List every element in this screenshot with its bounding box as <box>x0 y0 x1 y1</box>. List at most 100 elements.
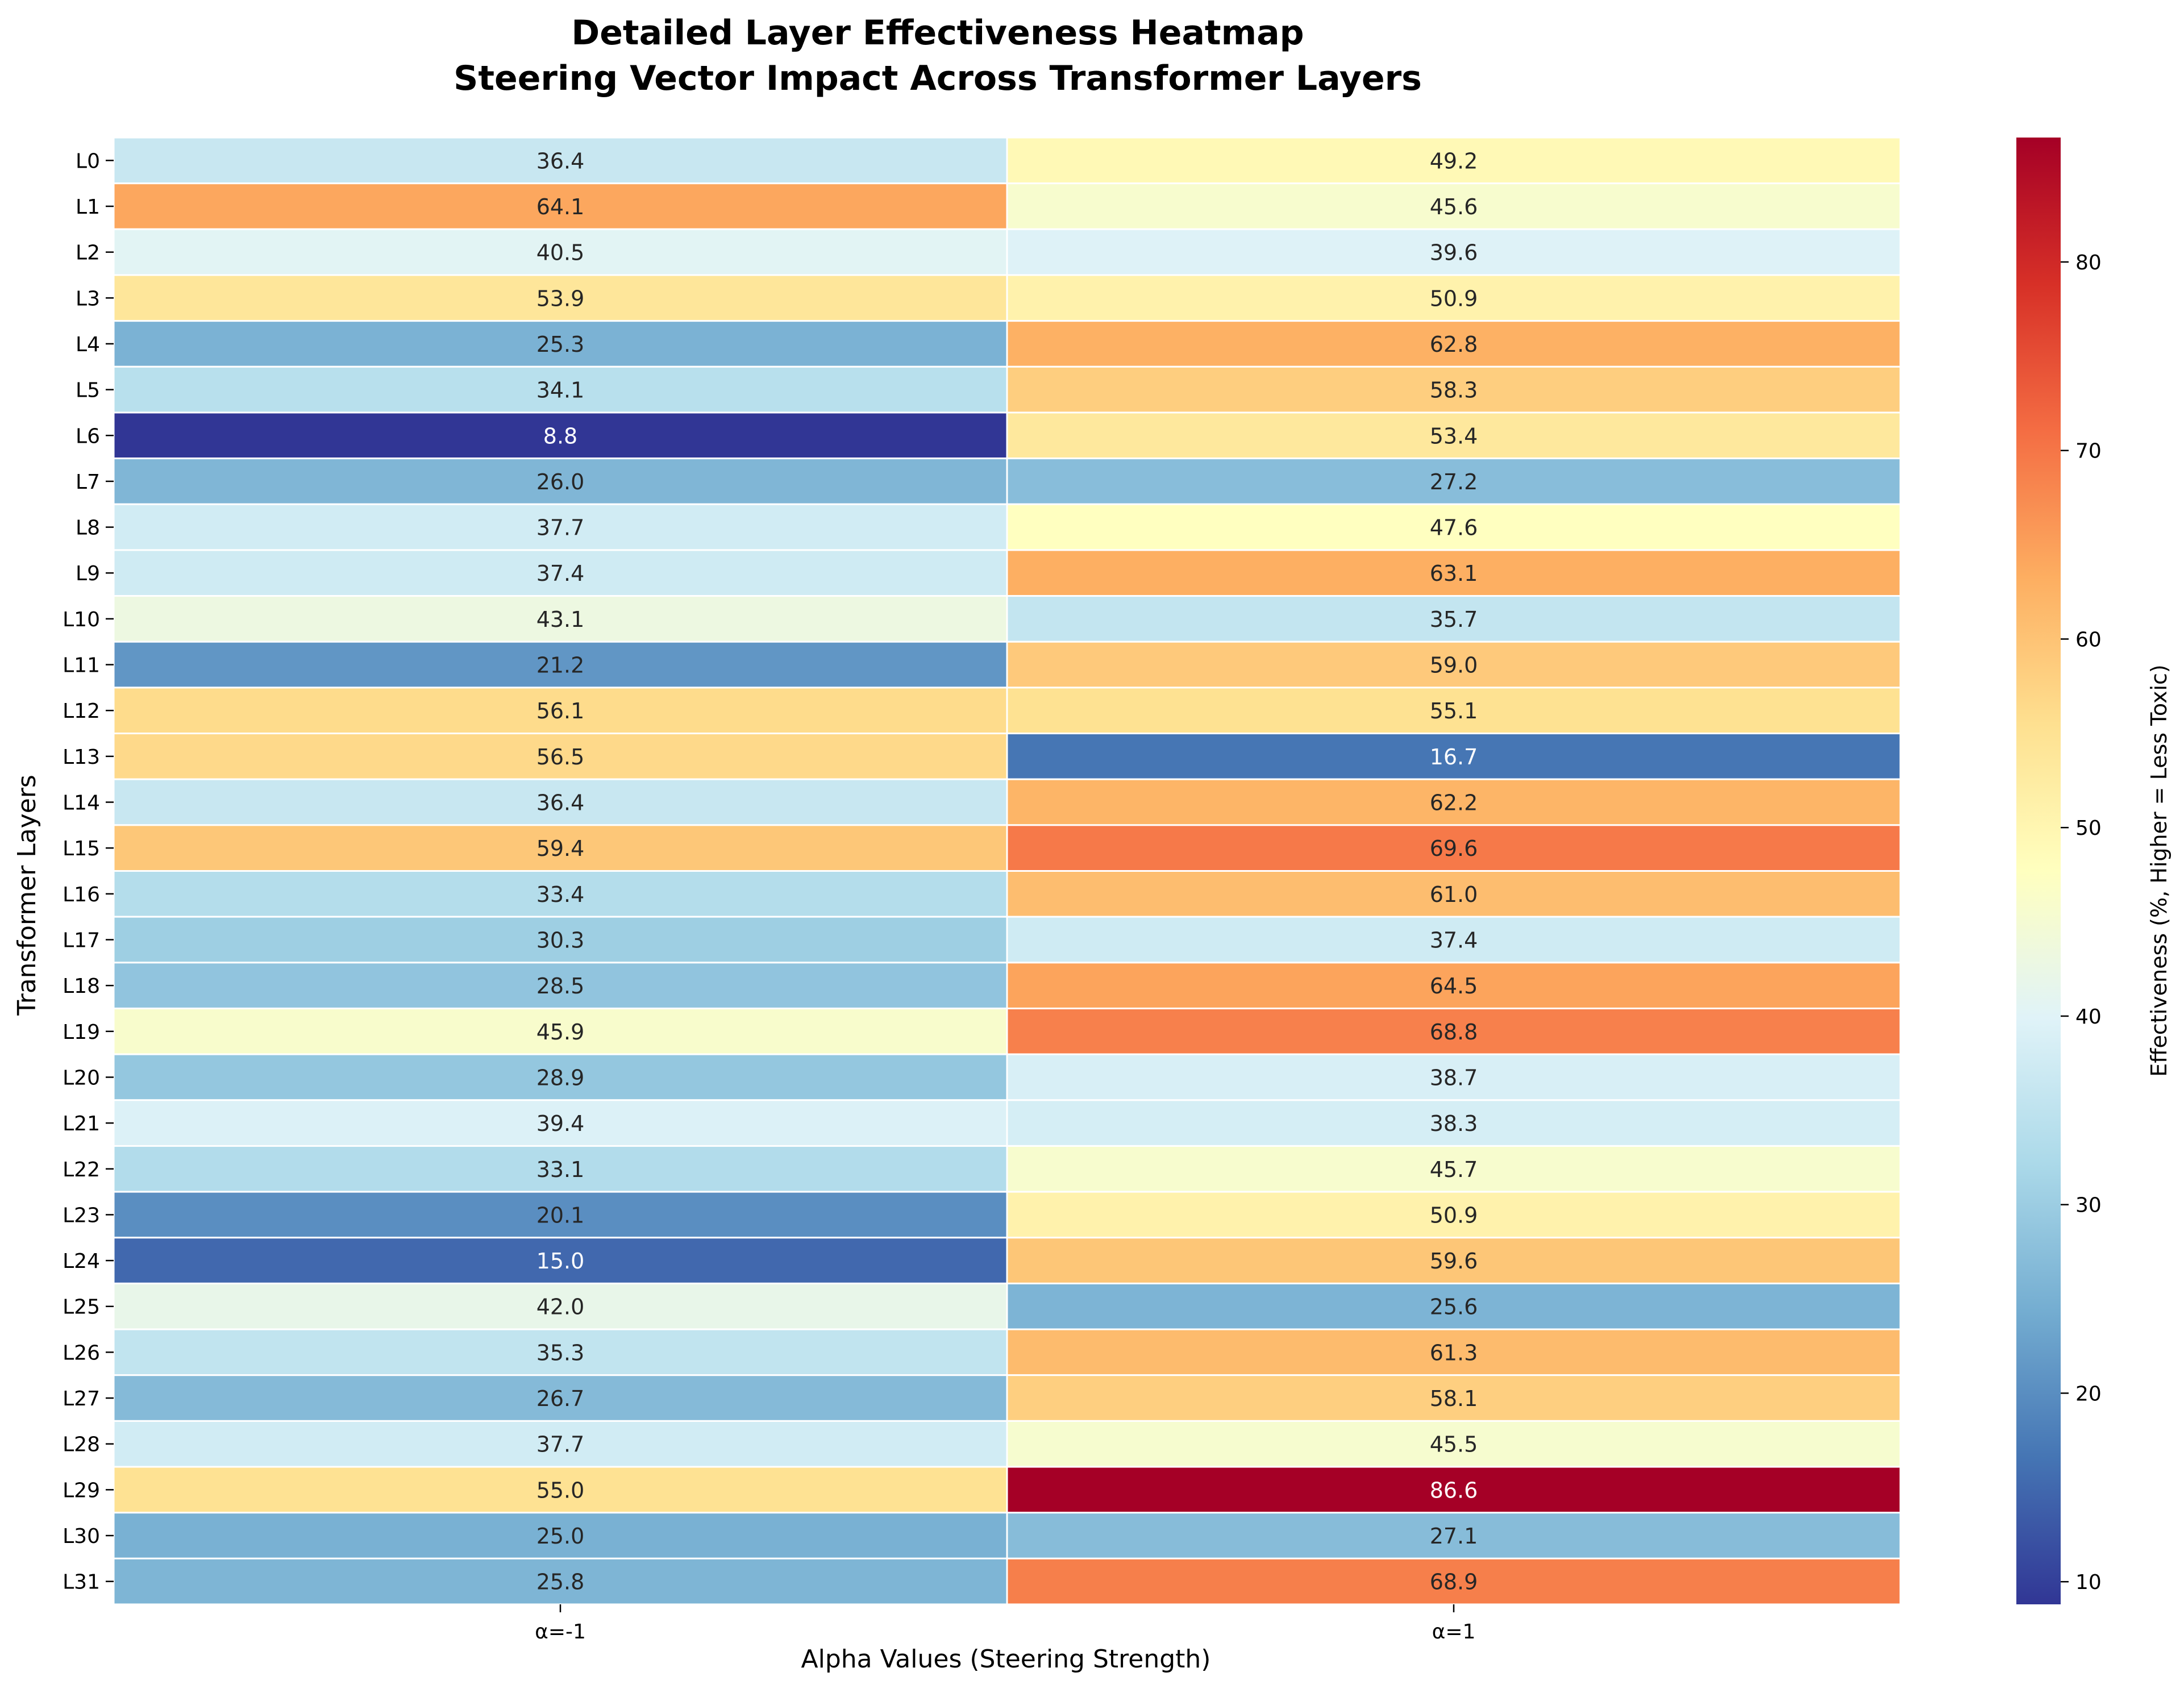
heatmap-cell <box>1006 962 1902 1009</box>
colorbar-tick-label: 20 <box>2075 1382 2102 1405</box>
y-tick-label: L25 <box>63 1296 100 1319</box>
y-tick-label: L13 <box>63 746 100 769</box>
cell-value-label: 45.6 <box>1430 194 1478 219</box>
x-axis-ticks: α=-1 α=1 <box>535 1604 1475 1644</box>
heatmap-cell <box>1006 1557 1902 1605</box>
cell-value-label: 61.0 <box>1430 882 1478 907</box>
y-tick-label: L19 <box>63 1021 100 1044</box>
colorbar-ticks: 10 20 30 40 50 60 70 80 <box>2061 251 2102 1594</box>
cell-value-label: 49.2 <box>1430 148 1478 173</box>
heatmap-cell <box>113 778 1008 826</box>
heatmap-cell <box>1006 1328 1902 1376</box>
cell-value-label: 21.2 <box>536 653 585 678</box>
heatmap-cell <box>1006 549 1902 597</box>
heatmap-cell <box>113 640 1008 689</box>
y-tick-label: L16 <box>63 883 100 906</box>
heatmap-cell <box>1006 916 1902 964</box>
heatmap-cell <box>113 1099 1008 1147</box>
y-tick-label: L15 <box>63 837 100 860</box>
colorbar-tick-label: 50 <box>2075 817 2102 840</box>
y-tick-label: L28 <box>63 1433 100 1457</box>
y-tick-label: L0 <box>76 149 100 173</box>
cell-value-label: 40.5 <box>536 240 585 265</box>
cell-value-label: 50.9 <box>1430 286 1478 311</box>
cell-value-label: 58.1 <box>1430 1386 1478 1411</box>
cell-value-label: 47.6 <box>1430 515 1478 540</box>
cell-value-label: 35.7 <box>1430 607 1478 632</box>
cell-value-label: 64.1 <box>536 194 585 219</box>
colorbar-tick-label: 30 <box>2075 1194 2102 1217</box>
colorbar-label: Effectiveness (%, Higher = Less Toxic) <box>2146 664 2171 1077</box>
cell-value-label: 45.9 <box>536 1020 585 1045</box>
heatmap-cell <box>1006 411 1902 460</box>
y-tick-label: L24 <box>63 1250 100 1273</box>
heatmap-cell <box>1006 182 1902 230</box>
heatmap-cell <box>1006 595 1902 643</box>
cell-value-label: 45.5 <box>1430 1432 1478 1457</box>
heatmap-cell <box>113 136 1008 185</box>
y-tick-label: L1 <box>76 195 100 219</box>
heatmap-cell <box>113 228 1008 276</box>
heatmap-cell <box>113 1053 1008 1101</box>
colorbar-tick-label: 10 <box>2075 1571 2102 1594</box>
y-tick-label: L11 <box>63 654 100 677</box>
cell-value-label: 33.4 <box>536 882 585 907</box>
heatmap-cell <box>1006 687 1902 735</box>
heatmap-cell <box>113 1420 1008 1468</box>
heatmap-cell <box>1006 1191 1902 1239</box>
heatmap-cell <box>113 182 1008 230</box>
y-tick-label: L2 <box>76 242 100 265</box>
y-tick-label: L3 <box>76 287 100 310</box>
y-tick-label: L20 <box>63 1066 100 1089</box>
cell-value-label: 34.1 <box>536 378 585 403</box>
heatmap-cell-labels: 36.4 64.1 40.5 53.9 25.3 34.1 8.8 26.0 37.7 37.4 4… <box>536 148 1478 1594</box>
cell-value-label: 62.8 <box>1430 332 1478 357</box>
y-tick-label: L26 <box>63 1341 100 1365</box>
heatmap-cell <box>1006 1282 1902 1330</box>
cell-value-label: 55.1 <box>1430 698 1478 723</box>
y-tick-label: L14 <box>63 792 100 815</box>
heatmap-cell <box>113 1466 1008 1514</box>
heatmap-cell <box>1006 1007 1902 1055</box>
heatmap-cells <box>113 136 1902 1605</box>
cell-value-label: 53.4 <box>1430 423 1478 448</box>
cell-value-label: 59.0 <box>1430 653 1478 678</box>
heatmap-cell <box>1006 824 1902 872</box>
heatmap-cell <box>1006 1145 1902 1193</box>
heatmap-cell <box>1006 365 1902 414</box>
cell-value-label: 43.1 <box>536 607 585 632</box>
cell-value-label: 86.6 <box>1430 1478 1478 1503</box>
cell-value-label: 16.7 <box>1430 744 1478 769</box>
y-tick-label: L10 <box>63 608 100 631</box>
cell-value-label: 39.6 <box>1430 240 1478 265</box>
heatmap-cell <box>1006 870 1902 918</box>
heatmap-cell <box>1006 1374 1902 1422</box>
cell-value-label: 59.6 <box>1430 1249 1478 1274</box>
cell-value-label: 37.4 <box>1430 927 1478 952</box>
y-tick-label: L27 <box>63 1387 100 1411</box>
heatmap-cell <box>113 1145 1008 1193</box>
cell-value-label: 25.6 <box>1430 1295 1478 1320</box>
cell-value-label: 33.1 <box>536 1157 585 1182</box>
cell-value-label: 27.2 <box>1430 469 1478 494</box>
chart-subtitle: Steering Vector Impact Across Transforme… <box>454 59 1422 98</box>
chart-title: Detailed Layer Effectiveness Heatmap <box>571 13 1304 53</box>
heatmap-cell <box>1006 778 1902 826</box>
cell-value-label: 59.4 <box>536 836 585 861</box>
y-tick-label: L6 <box>76 425 100 448</box>
cell-value-label: 20.1 <box>536 1203 585 1228</box>
y-tick-label: L8 <box>76 517 100 540</box>
heatmap-cell <box>113 733 1008 780</box>
cell-value-label: 26.7 <box>536 1386 585 1411</box>
y-tick-label: L9 <box>76 562 100 585</box>
y-tick-label: L29 <box>63 1479 100 1502</box>
y-axis-label: Transformer Layers <box>13 775 41 1016</box>
y-tick-label: L12 <box>63 700 100 723</box>
colorbar <box>2016 138 2061 1604</box>
y-tick-label: L5 <box>76 379 100 402</box>
heatmap-cell <box>113 1282 1008 1330</box>
cell-value-label: 38.3 <box>1430 1111 1478 1136</box>
x-tick-label: α=1 <box>1432 1620 1476 1644</box>
heatmap-cell <box>1006 1512 1902 1559</box>
